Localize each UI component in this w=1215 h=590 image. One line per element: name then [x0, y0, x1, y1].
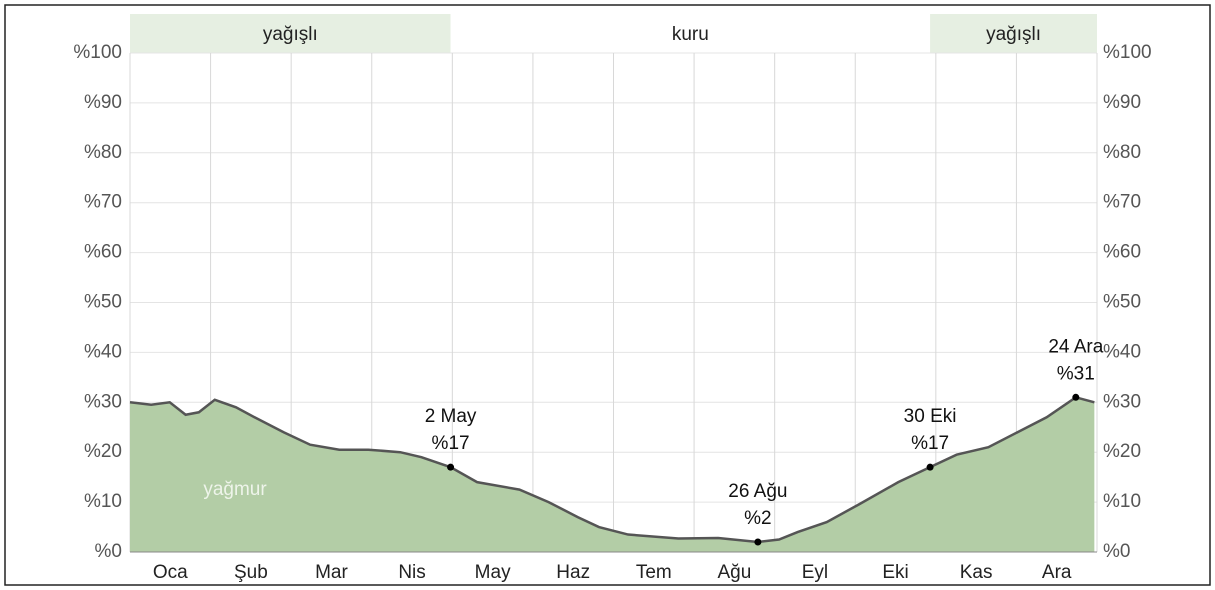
y2-tick-label: %30 — [1103, 391, 1141, 412]
annotation-dot — [447, 463, 455, 471]
x-tick-label: Eyl — [802, 562, 828, 583]
x-tick-label: Mar — [315, 562, 348, 583]
y2-tick-label: %50 — [1103, 292, 1141, 313]
annotation-label: 2 May — [425, 406, 477, 427]
y2-tick-label: %20 — [1103, 441, 1141, 462]
y2-tick-label: %100 — [1103, 42, 1152, 63]
annotation-value: %17 — [911, 433, 949, 454]
y2-tick-label: %80 — [1103, 142, 1141, 163]
y2-tick-label: %90 — [1103, 92, 1141, 113]
x-tick-label: Eki — [882, 562, 908, 583]
season-label: yağışlı — [263, 24, 318, 45]
y-tick-label: %50 — [84, 292, 122, 313]
annotation-label: 30 Eki — [904, 406, 957, 427]
y-tick-label: %70 — [84, 192, 122, 213]
x-tick-label: Ara — [1042, 562, 1072, 583]
season-band — [130, 14, 451, 53]
annotation-label: 26 Ağu — [728, 481, 787, 502]
annotation-dot — [926, 463, 934, 471]
x-tick-label: Tem — [636, 562, 672, 583]
y-tick-label: %10 — [84, 491, 122, 512]
annotation-label: 24 Ara — [1048, 336, 1103, 357]
series-label: yağmur — [203, 479, 267, 500]
x-tick-label: Haz — [556, 562, 590, 583]
annotation-value: %17 — [432, 433, 470, 454]
y-tick-label: %40 — [84, 341, 122, 362]
y-tick-label: %80 — [84, 142, 122, 163]
annotation-dot — [754, 538, 762, 546]
season-band — [930, 14, 1097, 53]
y2-tick-label: %40 — [1103, 341, 1141, 362]
y-tick-label: %20 — [84, 441, 122, 462]
rain-area — [130, 397, 1095, 552]
x-tick-label: Oca — [153, 562, 188, 583]
y-tick-label: %30 — [84, 391, 122, 412]
annotation-value: %2 — [744, 508, 771, 529]
y2-tick-label: %60 — [1103, 242, 1141, 263]
y2-tick-label: %70 — [1103, 192, 1141, 213]
x-tick-label: Şub — [234, 562, 268, 583]
annotation-dot — [1072, 393, 1080, 401]
x-tick-label: May — [475, 562, 511, 583]
y-tick-label: %60 — [84, 242, 122, 263]
x-tick-label: Ağu — [717, 562, 751, 583]
x-tick-label: Nis — [398, 562, 425, 583]
rain-line — [129, 395, 1095, 544]
y-tick-label: %0 — [95, 541, 122, 562]
y-tick-label: %90 — [84, 92, 122, 113]
season-label: yağışlı — [986, 24, 1041, 45]
y2-tick-label: %10 — [1103, 491, 1141, 512]
season-band — [450, 14, 931, 53]
x-tick-label: Kas — [960, 562, 993, 583]
y-tick-label: %100 — [73, 42, 122, 63]
season-label: kuru — [672, 24, 709, 45]
annotation-value: %31 — [1057, 363, 1095, 384]
y2-tick-label: %0 — [1103, 541, 1130, 562]
